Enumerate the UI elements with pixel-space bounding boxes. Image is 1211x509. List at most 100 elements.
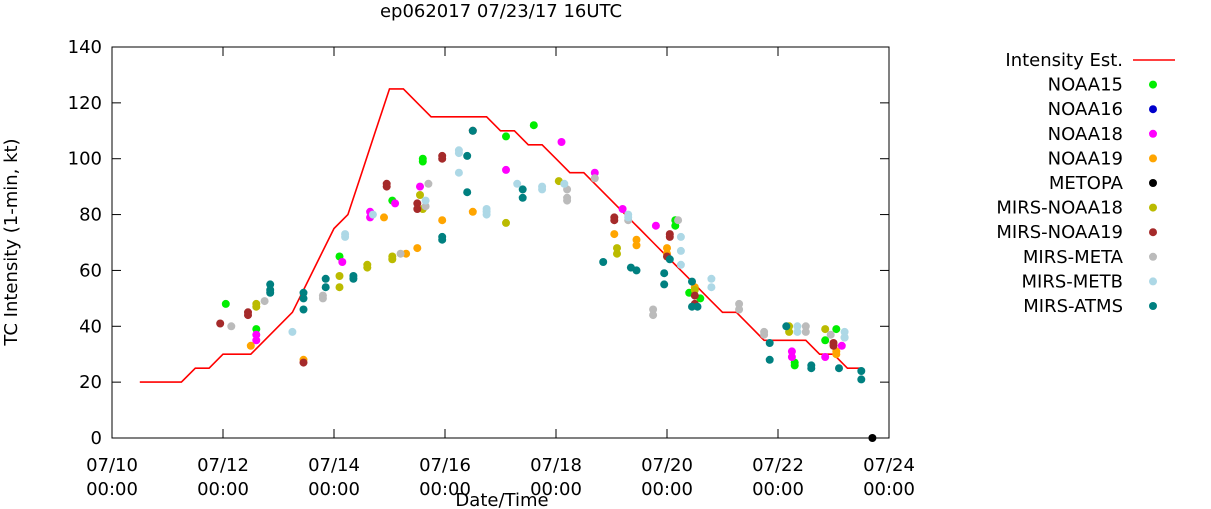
axes-layer: 0 20 40 60 80 100 120 140 07/10 00:00 07/12 00:00 07…: [68, 37, 915, 500]
x-tick-label-time: 00:00: [419, 479, 471, 500]
intensity-est-line: [139, 88, 862, 383]
point-mirs-metb: [560, 179, 569, 188]
point-mirs-atms: [599, 258, 608, 266]
point-mirs-meta: [421, 202, 430, 211]
point-mirs-metb: [454, 149, 463, 158]
y-tick-label: 80: [79, 205, 102, 226]
legend-swatch-mirs-atms: [1149, 302, 1157, 310]
point-mirs-atms: [835, 364, 843, 373]
legend-label-noaa16: NOAA16: [1048, 99, 1123, 120]
point-mirs-noaa19: [216, 319, 225, 328]
point-mirs-atms: [765, 355, 774, 364]
point-mirs-meta: [801, 327, 810, 336]
point-mirs-atms: [688, 277, 696, 286]
x-tick-label-time: 00:00: [752, 479, 804, 500]
point-mirs-metb: [538, 185, 547, 194]
point-mirs-metb: [793, 327, 802, 336]
point-mirs-noaa18: [416, 191, 424, 199]
point-mirs-atms: [857, 375, 866, 384]
legend-swatch-noaa16: [1149, 105, 1157, 114]
point-noaa15: [832, 325, 841, 334]
point-noaa18: [391, 199, 400, 208]
x-tick-label-date: 07/12: [197, 455, 249, 476]
point-mirs-atms: [660, 280, 669, 289]
point-mirs-noaa18: [363, 263, 372, 272]
point-mirs-noaa19: [690, 291, 699, 300]
x-tick-label-date: 07/18: [530, 455, 582, 476]
point-mirs-metb: [707, 283, 716, 292]
point-noaa19: [380, 213, 388, 222]
point-noaa19: [832, 350, 841, 359]
point-mirs-noaa19: [610, 216, 619, 225]
point-noaa19: [632, 241, 641, 250]
point-noaa18: [590, 168, 599, 177]
point-mirs-meta: [649, 305, 658, 314]
point-noaa19: [438, 216, 447, 225]
point-noaa18: [651, 221, 660, 230]
point-mirs-atms: [518, 193, 527, 202]
point-mirs-noaa18: [613, 249, 621, 258]
point-mirs-noaa19: [438, 154, 447, 163]
legend-label-mirs-atms: MIRS-ATMS: [1023, 296, 1123, 317]
point-noaa18: [787, 353, 796, 361]
legend-label-noaa19: NOAA19: [1048, 148, 1123, 169]
point-mirs-meta: [424, 179, 433, 188]
point-mirs-metb: [624, 213, 633, 222]
point-mirs-atms: [266, 288, 275, 297]
legend-swatch-mirs-noaa19: [1149, 228, 1157, 237]
point-mirs-atms: [665, 255, 674, 264]
y-tick-label: 40: [79, 316, 102, 337]
intensity-line-layer: [139, 88, 862, 383]
point-mirs-atms: [807, 364, 816, 373]
point-mirs-atms: [518, 185, 527, 194]
x-tick-label-time: 00:00: [863, 479, 915, 500]
point-noaa15: [790, 361, 799, 370]
point-mirs-noaa18: [335, 272, 344, 280]
legend-label-mirs-metb: MIRS-METB: [1021, 271, 1123, 292]
legend-label-mirs-noaa19: MIRS-NOAA19: [996, 222, 1123, 243]
point-mirs-metb: [288, 327, 297, 336]
x-tick-label-time: 00:00: [530, 479, 582, 500]
point-mirs-noaa19: [829, 341, 838, 350]
point-mirs-atms: [632, 266, 641, 275]
y-tick-label: 60: [79, 260, 102, 281]
point-mirs-metb: [421, 196, 430, 205]
x-tick-label-time: 00:00: [197, 479, 249, 500]
legend-label-mirs-noaa18: MIRS-NOAA18: [996, 198, 1123, 219]
point-mirs-meta: [801, 322, 810, 331]
point-mirs-meta: [318, 294, 327, 303]
point-mirs-meta: [826, 330, 835, 339]
legend-swatch-metopa: [1149, 179, 1157, 187]
point-mirs-noaa19: [382, 182, 391, 191]
point-mirs-atms: [463, 188, 472, 197]
point-mirs-atms: [693, 302, 702, 311]
point-mirs-atms: [688, 302, 696, 311]
point-noaa15: [821, 336, 830, 345]
point-noaa18: [252, 336, 261, 345]
x-tick-label-time: 00:00: [308, 479, 360, 500]
point-noaa18: [416, 182, 424, 191]
point-noaa15: [502, 132, 510, 141]
scatter-points-layer: [216, 121, 877, 442]
point-mirs-noaa18: [388, 255, 397, 264]
x-tick-label-date: 07/22: [752, 455, 804, 476]
point-mirs-atms: [438, 235, 447, 244]
point-mirs-meta: [649, 311, 658, 320]
legend-swatch-noaa15: [1149, 80, 1157, 89]
legend-swatch-noaa18: [1149, 129, 1157, 138]
point-mirs-atms: [299, 294, 308, 303]
point-mirs-atms: [321, 283, 330, 292]
legend-swatch-noaa19: [1149, 154, 1157, 163]
point-mirs-atms: [321, 274, 330, 283]
y-axis-label: TC Intensity (1-min, kt): [1, 138, 22, 346]
point-mirs-noaa18: [335, 283, 344, 292]
point-noaa19: [402, 249, 411, 258]
point-noaa18: [557, 138, 566, 146]
point-mirs-atms: [299, 288, 308, 297]
y-tick-label: 20: [79, 372, 102, 393]
y-tick-label: 140: [68, 37, 102, 58]
legend-label-noaa15: NOAA15: [1048, 75, 1123, 96]
x-tick-label-date: 07/10: [86, 455, 138, 476]
legend-label-noaa18: NOAA18: [1048, 124, 1123, 145]
